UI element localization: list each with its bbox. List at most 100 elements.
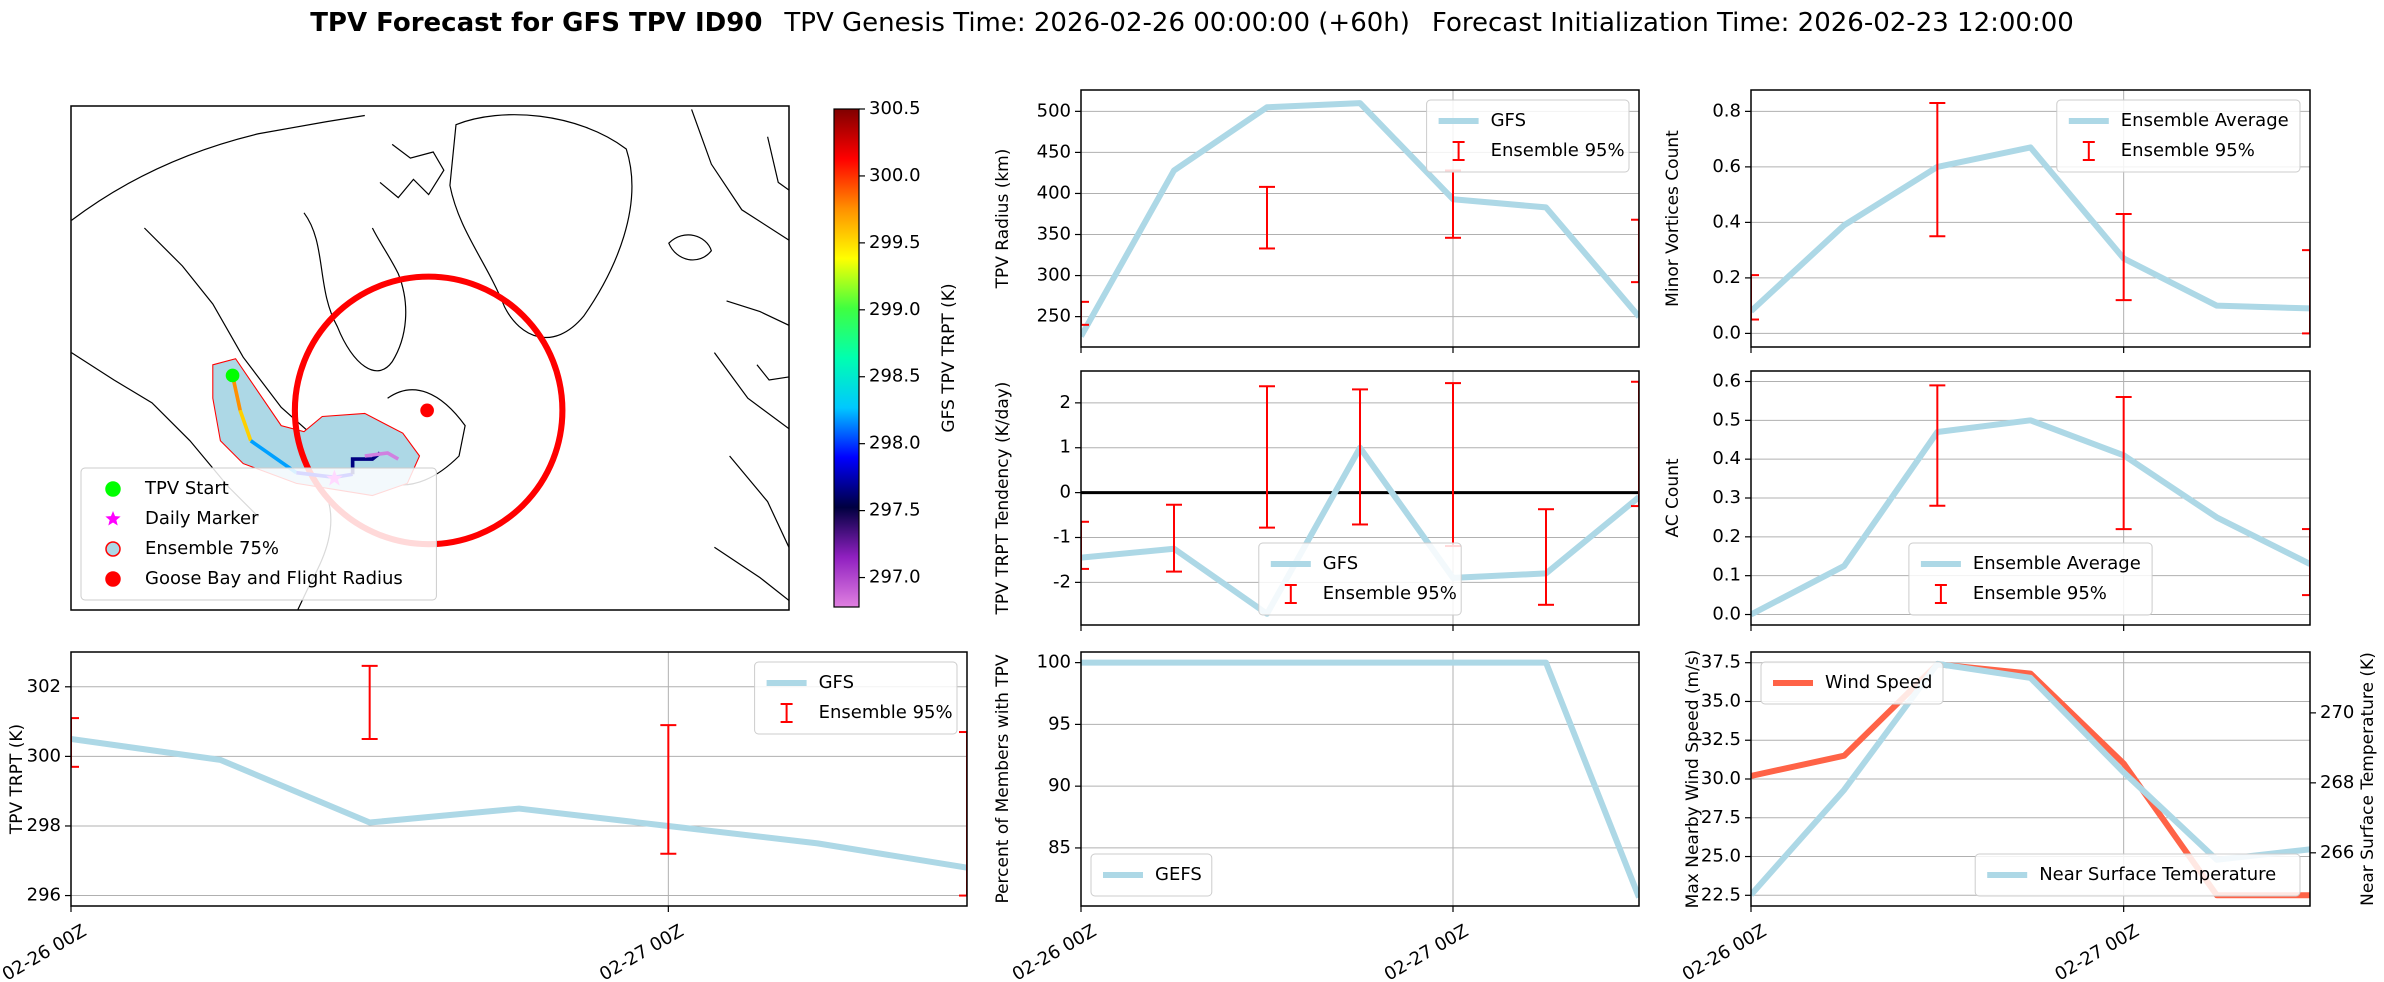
y-tick-label: 270 <box>2320 702 2354 723</box>
error-bar <box>361 664 378 740</box>
y-tick-label: 250 <box>1037 306 1071 327</box>
y-axis-label: AC Count <box>1663 458 1683 537</box>
y-tick-label: 0.4 <box>1712 211 1741 232</box>
error-bar <box>1259 385 1275 529</box>
y-tick-label: 100 <box>1037 652 1071 673</box>
plot-area <box>1751 102 2310 335</box>
error-bar <box>1751 274 1759 321</box>
colorbar-tick-label: 297.0 <box>869 567 921 588</box>
y-axis-label: Percent of Members with TPV <box>993 654 1013 903</box>
coastline <box>71 116 364 221</box>
x-tick-label: 02-26 00Z <box>1679 920 1770 982</box>
y-tick-label: 296 <box>27 885 61 906</box>
legend-label: Ensemble Average <box>1973 553 2141 574</box>
y-tick-label: 0.6 <box>1712 156 1741 177</box>
legend-label: Ensemble 95% <box>1491 140 1625 161</box>
title-genesis: TPV Genesis Time: 2026-02-26 00:00:00 (+… <box>783 8 1410 38</box>
plot-frame <box>70 651 968 907</box>
plot-area <box>1081 659 1639 899</box>
y-axis-label: Minor Vortices Count <box>1663 130 1683 307</box>
legend-box <box>2056 99 2301 173</box>
legend: Wind Speed <box>1760 661 1944 705</box>
error-bar <box>959 731 967 897</box>
y-tick-label: 0.0 <box>1712 322 1741 343</box>
y-tick-label: 300 <box>1037 265 1071 286</box>
y-tick-label: 22.5 <box>1701 884 1741 905</box>
coastline <box>757 137 789 380</box>
legend-box <box>754 661 958 735</box>
error-bar <box>660 724 677 855</box>
legend-label: Ensemble 95% <box>1973 583 2107 604</box>
ensemble-75-region <box>212 358 421 497</box>
series-line <box>1081 659 1639 899</box>
y-tick-label: 25.0 <box>1701 846 1741 867</box>
y-tick-label: 1 <box>1060 437 1071 458</box>
y-tick-label: 350 <box>1037 224 1071 245</box>
legend-box <box>80 467 437 601</box>
y-axis-label: TPV TRPT (K) <box>7 724 27 835</box>
y-tick-label: 298 <box>27 815 61 836</box>
legend-label: Ensemble 95% <box>2121 140 2255 161</box>
x-tick-label: 02-27 00Z <box>596 920 687 982</box>
legend-label: GEFS <box>1155 864 1202 885</box>
plot-area <box>1751 384 2310 618</box>
error-bar <box>1631 218 1639 284</box>
y-tick-label: 95 <box>1048 713 1071 734</box>
series-line <box>1751 144 2310 314</box>
y-tick-label: 0.5 <box>1712 409 1741 430</box>
y-tick-label: 35.0 <box>1701 690 1741 711</box>
error-bar <box>2302 528 2310 597</box>
legend: Ensemble Average Ensemble 95% <box>2056 99 2301 173</box>
legend-label: Goose Bay and Flight Radius <box>145 568 403 589</box>
error-bar <box>1538 508 1554 606</box>
goose-bay <box>420 403 434 418</box>
y-tick-label: 0.2 <box>1712 267 1741 288</box>
track <box>238 409 253 442</box>
y-tick-label: 30.0 <box>1701 768 1741 789</box>
legend-box <box>1760 661 1944 705</box>
y-tick-label: 0.6 <box>1712 370 1741 391</box>
legend-box <box>1258 542 1462 616</box>
legend: GFS Ensemble 95% <box>1426 99 1630 173</box>
y-tick-label: 0.8 <box>1712 100 1741 121</box>
legend-label: GFS <box>1491 110 1526 131</box>
colorbar-tick-label: 299.5 <box>869 232 921 253</box>
legend-label: Ensemble 95% <box>1323 583 1457 604</box>
legend-swatch <box>105 571 121 587</box>
figure-title: TPV Forecast for GFS TPV ID90 TPV Genesis… <box>310 8 2074 38</box>
legend-swatch <box>105 511 121 526</box>
y-tick-label: 302 <box>27 676 61 697</box>
y-tick-label: 0 <box>1060 482 1071 503</box>
y-tick-label: 0.0 <box>1712 604 1741 625</box>
y-tick-label: 450 <box>1037 141 1071 162</box>
coastline <box>669 235 712 260</box>
legend-box <box>1974 853 2301 897</box>
y-tick-label: 500 <box>1037 100 1071 121</box>
plot-area <box>1081 380 1639 617</box>
legend-label: Near Surface Temperature <box>2039 864 2276 885</box>
legend-box <box>1090 853 1213 897</box>
error-bar <box>1352 388 1368 526</box>
legend-label: Daily Marker <box>145 508 259 529</box>
colorbar-tick-label: 298.5 <box>869 366 921 387</box>
error-bar <box>1259 185 1275 250</box>
error-bar <box>1081 520 1089 570</box>
legend-box <box>1426 99 1630 173</box>
colorbar-label: GFS TPV TRPT (K) <box>939 283 959 432</box>
y-tick-label: 268 <box>2320 772 2354 793</box>
error-bar <box>1929 102 1946 238</box>
error-bar <box>2115 396 2132 531</box>
y-tick-label: 400 <box>1037 182 1071 203</box>
legend: GFS Ensemble 95% <box>1258 542 1462 616</box>
x-tick-label: 02-27 00Z <box>1381 920 1472 982</box>
track <box>364 451 400 461</box>
y-axis-label: TPV Radius (km) <box>993 149 1013 290</box>
title-main: TPV Forecast for GFS TPV ID90 <box>310 8 762 38</box>
legend-box <box>1908 542 2153 616</box>
y-tick-label: -1 <box>1053 526 1071 547</box>
colorbar-tick-label: 297.5 <box>869 500 921 521</box>
y-tick-label: 266 <box>2320 842 2354 863</box>
y-tick-label: 27.5 <box>1701 807 1741 828</box>
x-tick-label: 02-26 00Z <box>0 920 90 982</box>
